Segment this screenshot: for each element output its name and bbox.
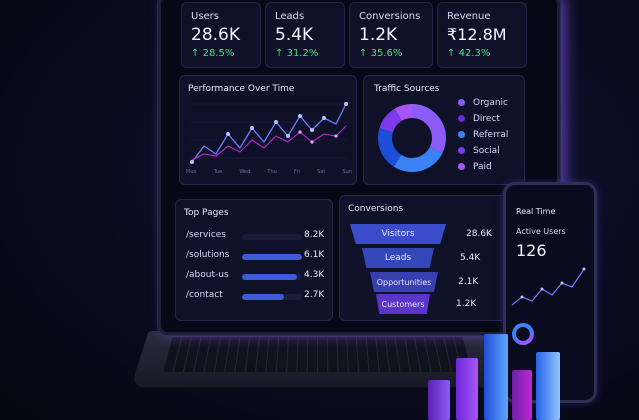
table-row[interactable]: /services 8.2K	[184, 230, 334, 246]
kpi-delta: ↑ 31.2%	[275, 48, 318, 59]
kpi-value: ₹12.8M	[447, 25, 507, 44]
traffic-sources-title: Traffic Sources	[374, 84, 440, 94]
arrow-up-icon: ↑	[447, 48, 455, 59]
kpi-card-leads[interactable]: Leads 5.4K ↑ 31.2%	[265, 2, 345, 68]
arrow-up-icon: ↑	[191, 48, 199, 59]
page-bar-track	[242, 234, 302, 240]
legend-dot	[458, 115, 465, 122]
decorative-3d-bars	[428, 330, 568, 420]
kpi-card-conversions[interactable]: Conversions 1.2K ↑ 35.6%	[349, 2, 433, 68]
kpi-card-revenue[interactable]: Revenue ₹12.8M ↑ 42.3%	[437, 2, 527, 68]
kpi-label: Users	[191, 11, 219, 22]
funnel-step-leads[interactable]: Leads	[362, 248, 434, 268]
funnel-step-visitors[interactable]: Visitors	[350, 224, 446, 244]
page-value: 6.1K	[304, 250, 324, 260]
page-path: /services	[186, 230, 226, 240]
table-row[interactable]: /about-us 4.3K	[184, 270, 334, 286]
x-tick: Thu	[267, 169, 276, 175]
funnel-value: 1.2K	[456, 299, 476, 309]
table-row[interactable]: /solutions 6.1K	[184, 250, 334, 266]
bar-3d	[484, 334, 508, 420]
performance-series-1	[192, 104, 346, 162]
kpi-label: Conversions	[359, 11, 420, 22]
funnel-value: 5.4K	[460, 253, 480, 263]
legend-dot	[458, 163, 465, 170]
bar-3d	[456, 358, 478, 420]
kpi-delta: ↑ 35.6%	[359, 48, 402, 59]
page-bar-track	[242, 294, 302, 300]
funnel-value: 2.1K	[458, 277, 478, 287]
x-tick: Sat	[317, 169, 325, 175]
page-value: 2.7K	[304, 290, 324, 300]
conversions-title: Conversions	[348, 204, 403, 214]
bar-3d	[536, 352, 560, 420]
arrow-up-icon: ↑	[275, 48, 283, 59]
arrow-up-icon: ↑	[359, 48, 367, 59]
page-bar	[242, 294, 284, 300]
kpi-label: Leads	[275, 11, 304, 22]
page-bar-track	[242, 274, 302, 280]
kpi-value: 28.6K	[191, 25, 240, 45]
table-row[interactable]: /contact 2.7K	[184, 290, 334, 306]
phone-title: Real Time	[516, 207, 555, 216]
bar-3d	[428, 380, 450, 420]
kpi-value: 5.4K	[275, 25, 313, 45]
funnel-value: 28.6K	[466, 229, 492, 239]
legend-dot	[458, 147, 465, 154]
legend-paid: Paid	[458, 162, 492, 172]
top-pages-title: Top Pages	[184, 208, 229, 218]
phone-metric-label: Active Users	[516, 227, 566, 236]
x-tick: Sun	[342, 169, 352, 175]
legend-organic: Organic	[458, 98, 508, 108]
page-path: /contact	[186, 290, 223, 300]
performance-line-chart	[180, 76, 356, 184]
kpi-label: Revenue	[447, 11, 491, 22]
x-tick: Fri	[294, 169, 300, 175]
kpi-delta: ↑ 42.3%	[447, 48, 490, 59]
legend-social: Social	[458, 146, 500, 156]
page-bar	[242, 254, 302, 260]
x-tick: Tue	[214, 169, 223, 175]
page-value: 8.2K	[304, 230, 324, 240]
page-path: /solutions	[186, 250, 229, 260]
x-tick: Mon	[186, 169, 197, 175]
traffic-sources-card[interactable]: Traffic Sources Organic Direct Referral …	[363, 75, 525, 185]
kpi-delta: ↑ 28.5%	[191, 48, 234, 59]
legend-dot	[458, 131, 465, 138]
phone-metric-value: 126	[516, 241, 547, 260]
page-bar-track	[242, 254, 302, 260]
dashboard-screen: Users 28.6K ↑ 28.5% Leads 5.4K ↑ 31.2% C…	[158, 0, 560, 335]
phone-line-chart	[508, 263, 590, 313]
page-bar	[242, 274, 297, 280]
page-value: 4.3K	[304, 270, 324, 280]
kpi-card-users[interactable]: Users 28.6K ↑ 28.5%	[181, 2, 261, 68]
top-pages-card[interactable]: Top Pages /services 8.2K /solutions 6.1K…	[175, 199, 333, 321]
performance-card[interactable]: Performance Over Time Mon Tue Wed Thu Fr…	[179, 75, 357, 185]
kpi-value: 1.2K	[359, 25, 397, 45]
x-tick: Wed	[239, 169, 250, 175]
funnel-step-opportunities[interactable]: Opportunities	[370, 272, 438, 292]
legend-dot	[458, 99, 465, 106]
performance-x-axis: Mon Tue Wed Thu Fri Sat Sun	[186, 169, 352, 175]
legend-direct: Direct	[458, 114, 500, 124]
funnel-step-customers[interactable]: Customers	[376, 294, 430, 314]
legend-referral: Referral	[458, 130, 508, 140]
laptop-keyboard	[163, 337, 473, 372]
conversions-funnel-card[interactable]: Conversions Visitors 28.6K Leads 5.4K Op…	[339, 195, 513, 321]
traffic-donut-chart	[372, 98, 452, 178]
page-path: /about-us	[186, 270, 229, 280]
bar-3d	[512, 370, 532, 420]
performance-series-2	[192, 126, 346, 160]
